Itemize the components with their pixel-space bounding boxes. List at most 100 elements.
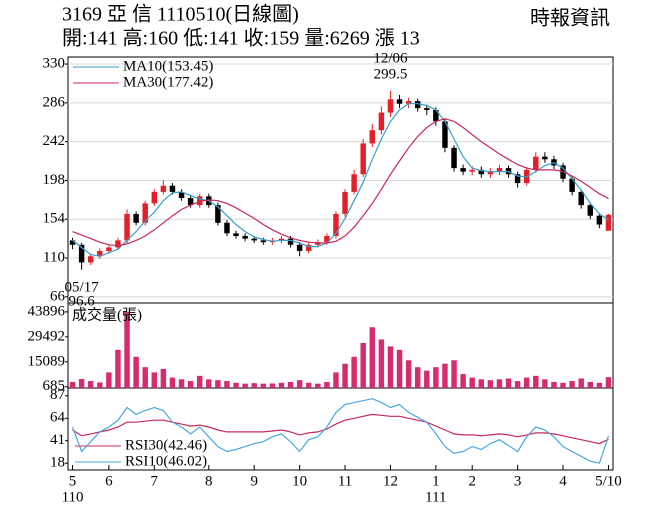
volume-bar: [160, 368, 167, 388]
annotation-date: 05/17: [65, 279, 100, 295]
candle-body: [460, 168, 466, 172]
y-tick-label: 154: [43, 211, 66, 227]
volume-bar: [242, 383, 248, 388]
volume-bar: [278, 382, 285, 388]
x-tick-label: 4: [559, 473, 567, 489]
volume-bar: [451, 360, 457, 388]
candle-body: [196, 196, 203, 206]
volume-bar: [433, 367, 439, 388]
candle-body: [387, 99, 394, 113]
volume-bar: [460, 374, 466, 388]
volume-bar: [605, 377, 612, 388]
volume-bar: [505, 378, 512, 388]
candle-body: [115, 240, 121, 248]
volume-bar: [251, 383, 257, 388]
volume-bar: [97, 382, 103, 388]
volume-bar: [560, 382, 566, 388]
legend-label: MA30(177.42): [123, 74, 213, 90]
candle-body: [69, 240, 76, 245]
candle-body: [242, 235, 248, 239]
candle-body: [487, 171, 494, 175]
panel-title: 成交量(張): [72, 305, 142, 323]
candle-body: [251, 238, 257, 241]
candle-body: [514, 174, 521, 184]
volume-bar: [496, 379, 503, 388]
x-tick-label: 2: [468, 473, 476, 489]
candle-body: [569, 178, 575, 192]
x-tick-label: 11: [338, 473, 352, 489]
volume-bar: [351, 356, 357, 388]
candle-body: [187, 198, 194, 206]
annotation-value: 299.5: [374, 66, 408, 82]
plot-frame: [67, 56, 614, 471]
y-tick-label: 66: [50, 288, 66, 304]
candle-body: [224, 222, 230, 234]
volume-bar: [206, 379, 212, 388]
line-series: [71, 398, 610, 464]
candle-body: [87, 256, 94, 263]
candle-body: [106, 247, 112, 251]
volume-bar: [523, 377, 530, 388]
volume-bar: [387, 346, 394, 388]
candle-body: [124, 213, 130, 241]
x-tick-label: 10: [292, 473, 307, 489]
candle-body: [587, 205, 594, 216]
candle-body: [405, 101, 412, 104]
volume-bar: [169, 377, 176, 388]
candle-body: [296, 244, 303, 251]
volume-bar: [487, 380, 494, 388]
volume-bar: [142, 367, 148, 388]
volume-bar: [569, 381, 575, 388]
candle-body: [424, 108, 430, 110]
candle-body: [378, 112, 385, 131]
y-tick-label: 64: [50, 410, 66, 426]
candle-body: [305, 244, 312, 251]
candle-body: [160, 185, 167, 192]
volume-bar: [514, 381, 521, 388]
volume-bar: [378, 339, 385, 388]
y-tick-label: 29492: [28, 328, 66, 344]
line-series: [72, 413, 609, 445]
x-tick-label: 5: [69, 473, 77, 489]
candle-body: [260, 240, 267, 243]
volume-bar: [287, 381, 294, 388]
candle-body: [278, 238, 285, 241]
candle-body: [578, 191, 584, 206]
volume-bar: [469, 377, 475, 388]
candle-body: [215, 205, 221, 223]
volume-bar: [78, 378, 85, 388]
volume-bar: [551, 381, 557, 388]
y-tick-label: 198: [43, 172, 66, 188]
volume-bar: [424, 370, 430, 388]
candle-body: [333, 213, 339, 236]
candle-body: [369, 130, 376, 144]
y-tick-label: 41: [50, 432, 65, 448]
candle-body: [233, 233, 239, 236]
candle-body: [78, 244, 85, 263]
volume-bar: [87, 381, 94, 388]
volume-bar: [124, 311, 130, 388]
candle-body: [414, 101, 421, 109]
x-tick-label: 7: [151, 473, 159, 489]
legend-label: MA10(153.45): [123, 58, 213, 74]
candle-body: [442, 121, 448, 148]
candle-body: [496, 168, 503, 172]
volume-bar: [360, 342, 366, 388]
candle-body: [605, 214, 612, 231]
annotation-value: 96.6: [69, 293, 96, 309]
y-tick-label: 330: [43, 55, 66, 71]
candle-body: [533, 156, 539, 170]
candle-body: [396, 99, 403, 104]
volume-bar: [396, 349, 403, 388]
y-tick-label: 286: [43, 94, 66, 110]
volume-bar: [233, 382, 239, 388]
volume-bar: [342, 363, 348, 388]
y-tick-label: 43896: [28, 303, 66, 319]
x-tick-label: 3: [514, 473, 522, 489]
candle-body: [478, 169, 485, 175]
volume-bar: [115, 349, 121, 388]
candle-body: [596, 215, 603, 225]
y-tick-label: 15089: [28, 353, 66, 369]
x-year-label: 110: [62, 489, 84, 505]
